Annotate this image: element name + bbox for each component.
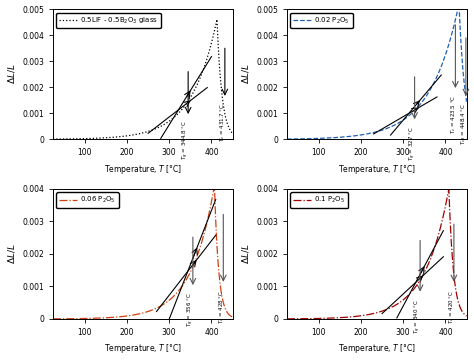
- Y-axis label: $\Delta L/L$: $\Delta L/L$: [6, 64, 17, 84]
- X-axis label: Temperature, $T$ [°C]: Temperature, $T$ [°C]: [337, 343, 416, 356]
- Text: $T_g$ = 327 °C: $T_g$ = 327 °C: [407, 126, 418, 161]
- Text: $T_c$ = 431.7 °C: $T_c$ = 431.7 °C: [219, 103, 227, 142]
- Text: $T_g$ = 344.8 °C: $T_g$ = 344.8 °C: [181, 121, 191, 161]
- Y-axis label: $\Delta L/L$: $\Delta L/L$: [239, 244, 251, 264]
- X-axis label: Temperature, $T$ [°C]: Temperature, $T$ [°C]: [337, 163, 416, 176]
- Text: $T_g$ = 340 °C: $T_g$ = 340 °C: [413, 299, 423, 334]
- X-axis label: Temperature, $T$ [°C]: Temperature, $T$ [°C]: [104, 163, 182, 176]
- Text: $T_{c2}$ = 448.4 °C: $T_{c2}$ = 448.4 °C: [459, 103, 468, 144]
- X-axis label: Temperature, $T$ [°C]: Temperature, $T$ [°C]: [104, 343, 182, 356]
- Legend: 0.02 P$_2$O$_5$: 0.02 P$_2$O$_5$: [291, 13, 353, 28]
- Legend: 0.06 P$_2$O$_5$: 0.06 P$_2$O$_5$: [56, 192, 118, 208]
- Text: $T_g$ = 356 °C: $T_g$ = 356 °C: [186, 293, 196, 327]
- Y-axis label: $\Delta L/L$: $\Delta L/L$: [239, 64, 251, 84]
- Text: $T_c$ = 423.5 °C: $T_c$ = 423.5 °C: [449, 95, 458, 134]
- Text: $T_c$ = 420 °C: $T_c$ = 420 °C: [447, 290, 456, 324]
- Text: $T_c$ = 428 °C: $T_c$ = 428 °C: [217, 290, 226, 324]
- Y-axis label: $\Delta L/L$: $\Delta L/L$: [6, 244, 17, 264]
- Legend: 0.5LiF - 0.5B$_2$O$_3$ glass: 0.5LiF - 0.5B$_2$O$_3$ glass: [56, 13, 161, 28]
- Legend: 0.1 P$_2$O$_5$: 0.1 P$_2$O$_5$: [291, 192, 348, 208]
